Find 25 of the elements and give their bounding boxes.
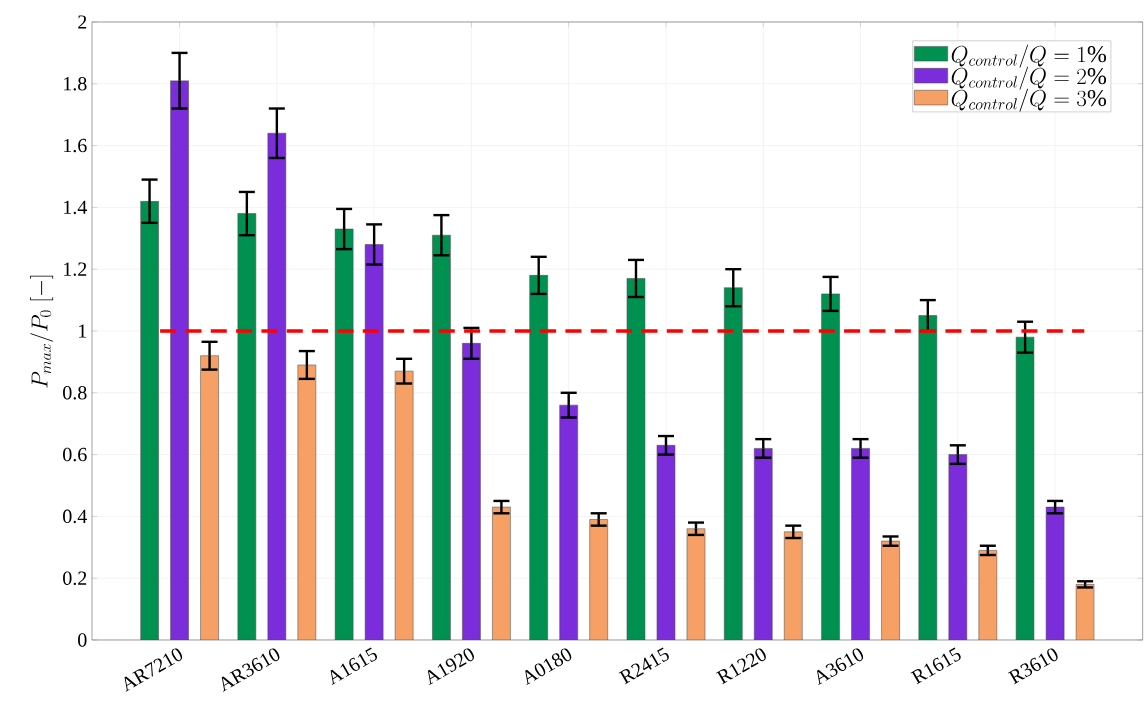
y-tick-label: 0 xyxy=(78,633,87,647)
legend-label: $Q_{control}/Q = 3\%$ xyxy=(951,88,1107,112)
y-tick-label: 0.2 xyxy=(63,571,87,585)
y-tick-label: 2 xyxy=(78,15,87,29)
bar xyxy=(723,287,743,640)
y-tick-label: 1.2 xyxy=(64,262,87,276)
legend-label: $Q_{control}/Q = 2\%$ xyxy=(951,66,1107,90)
bar xyxy=(1015,336,1035,640)
y-tick-label: 0.6 xyxy=(63,447,87,462)
bar xyxy=(140,200,159,640)
bar xyxy=(821,293,840,640)
y-tick-label: 1.6 xyxy=(64,138,87,153)
bar xyxy=(626,278,646,640)
legend-label: $Q_{control}/Q = 1\%$ xyxy=(951,44,1107,68)
y-tick-label: 0.8 xyxy=(63,386,87,400)
y-tick-label: 1.8 xyxy=(64,77,87,91)
y-tick-label: 1 xyxy=(79,324,87,338)
bar xyxy=(529,275,548,640)
y-tick-label: 1.4 xyxy=(64,200,87,215)
bar xyxy=(432,234,451,640)
bar xyxy=(918,315,938,640)
bar xyxy=(334,228,354,640)
bar xyxy=(237,213,257,640)
y-tick-label: 0.4 xyxy=(63,509,87,524)
y-axis-title: $P_{max}/P_0\;\mathrm{[-]}$ xyxy=(30,275,54,388)
